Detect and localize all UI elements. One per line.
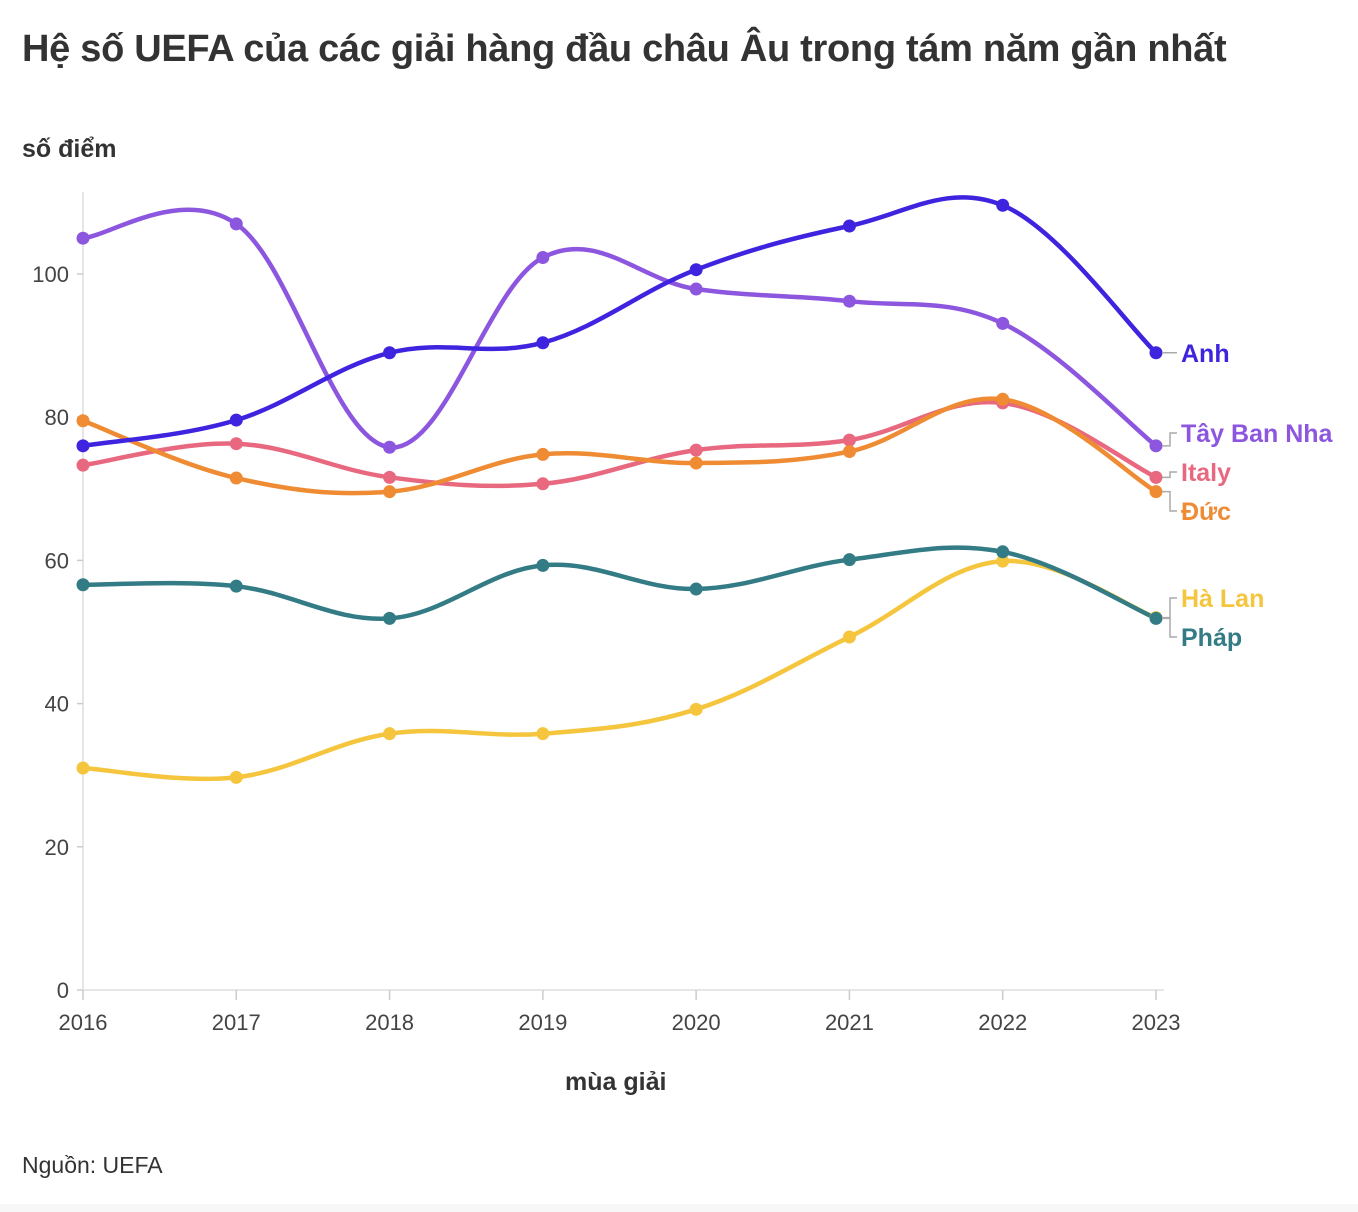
data-point [76, 439, 90, 453]
data-point [689, 456, 703, 470]
data-point [689, 443, 703, 457]
data-point [1149, 485, 1163, 499]
data-point [229, 471, 243, 485]
x-tick-label: 2022 [978, 1010, 1027, 1035]
x-tick-label: 2020 [672, 1010, 721, 1035]
data-point [842, 553, 856, 567]
x-tick-label: 2019 [518, 1010, 567, 1035]
data-point [689, 702, 703, 716]
data-point [383, 440, 397, 454]
data-point [229, 437, 243, 451]
data-point [383, 727, 397, 741]
series-line [80, 399, 1159, 489]
series-label: Pháp [1181, 624, 1242, 652]
data-point [996, 554, 1010, 568]
data-point [536, 558, 550, 572]
data-point [229, 413, 243, 427]
data-point [229, 579, 243, 593]
data-point [536, 727, 550, 741]
data-point [1149, 470, 1163, 484]
data-point [996, 545, 1010, 559]
y-axis-label: số điểm [22, 135, 117, 163]
data-point [76, 761, 90, 775]
axes: 0 20 40 60 80 100 2016 2017 2018 2019 2020 2021 2022… [32, 192, 1180, 1035]
series-label: Tây Ban Nha [1181, 420, 1334, 448]
data-point [229, 770, 243, 784]
data-point [536, 447, 550, 461]
label-connector [1162, 597, 1177, 619]
data-point [996, 316, 1010, 330]
data-point [76, 578, 90, 592]
series-line [80, 558, 1159, 782]
series-label: Đức [1181, 498, 1231, 526]
y-tick-label: 80 [45, 405, 69, 430]
data-point [536, 477, 550, 491]
chart-title: Hệ số UEFA của các giải hàng đầu châu Âu… [22, 28, 1227, 70]
data-point [76, 414, 90, 428]
bottom-strip [0, 1204, 1358, 1212]
x-axis-label: mùa giải [565, 1068, 667, 1096]
x-tick-label: 2016 [59, 1010, 108, 1035]
data-point [842, 294, 856, 308]
series-label: Hà Lan [1181, 585, 1264, 613]
data-point [536, 251, 550, 265]
y-tick-label: 20 [45, 835, 69, 860]
series-line [80, 545, 1159, 621]
data-point [996, 392, 1010, 406]
data-point [842, 445, 856, 459]
x-tick-label: 2017 [212, 1010, 261, 1035]
series-label: Anh [1181, 340, 1230, 368]
data-point [842, 630, 856, 644]
data-point [1149, 611, 1163, 625]
data-point [1149, 346, 1163, 360]
series-line [80, 396, 1159, 496]
data-point [1149, 439, 1163, 453]
data-point [383, 470, 397, 484]
y-tick-label: 40 [45, 692, 69, 717]
data-point [383, 485, 397, 499]
data-point [229, 217, 243, 231]
x-tick-label: 2018 [365, 1010, 414, 1035]
data-point [842, 219, 856, 233]
data-point [689, 582, 703, 596]
label-connector [1162, 490, 1177, 512]
data-point [996, 198, 1010, 212]
data-point [842, 433, 856, 447]
series-lines [80, 195, 1159, 782]
series-labels: Anh Tây Ban Nha Italy Đức Hà Lan Pháp [1162, 340, 1334, 652]
data-point [689, 263, 703, 277]
label-connector [1162, 432, 1177, 447]
data-point [76, 458, 90, 472]
x-tick-label: 2023 [1132, 1010, 1181, 1035]
y-tick-label: 100 [32, 262, 69, 287]
x-tick-label: 2021 [825, 1010, 874, 1035]
series-points [76, 198, 1163, 784]
series-line [80, 207, 1159, 450]
series-label: Italy [1181, 459, 1231, 487]
label-connector [1162, 617, 1177, 638]
label-connector [1162, 471, 1177, 479]
data-point [536, 336, 550, 350]
y-tick-label: 60 [45, 548, 69, 573]
data-point [689, 282, 703, 296]
data-point [383, 611, 397, 625]
y-tick-label: 0 [57, 978, 69, 1003]
source-note: Nguồn: UEFA [22, 1152, 163, 1178]
data-point [76, 231, 90, 245]
data-point [383, 346, 397, 360]
